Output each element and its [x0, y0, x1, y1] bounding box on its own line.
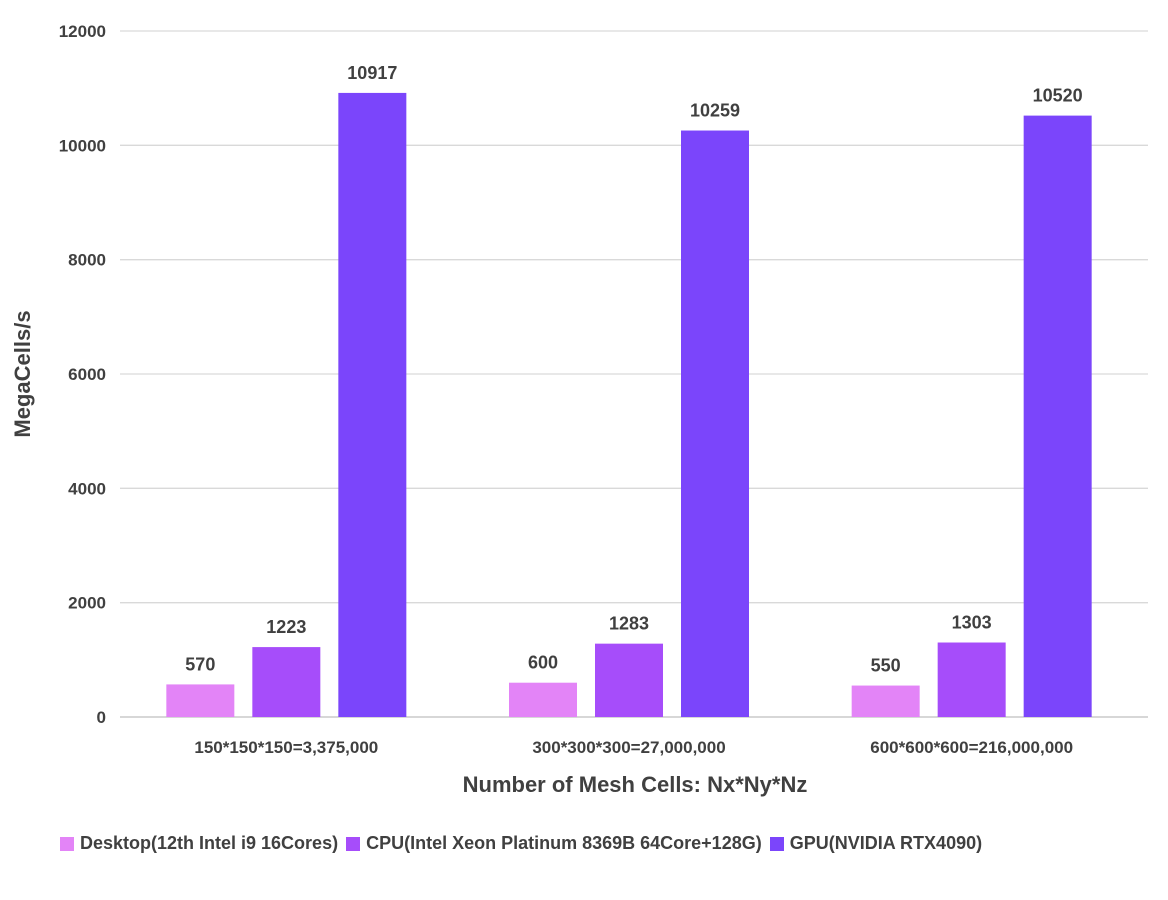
- data-label: 10259: [690, 101, 740, 121]
- gridlines: [120, 30, 1148, 718]
- legend-label-gpu: GPU(NVIDIA RTX4090): [789, 833, 983, 853]
- bar: [252, 647, 321, 717]
- data-label: 10520: [1033, 86, 1083, 106]
- data-label: 550: [871, 656, 901, 676]
- bar: [509, 682, 577, 717]
- legend-label-cpu: CPU(Intel Xeon Platinum 8369B 64Core+128…: [366, 833, 762, 853]
- y-tick-label: 2000: [68, 594, 106, 613]
- legend-label-desktop: Desktop(12th Intel i9 16Cores): [80, 833, 339, 853]
- bar: [595, 643, 663, 717]
- data-label: 10917: [347, 63, 397, 83]
- x-axis-ticks: 150*150*150=3,375,000 300*300*300=27,000,…: [194, 738, 1073, 757]
- data-label: 600: [528, 653, 558, 673]
- legend-item-cpu: CPU(Intel Xeon Platinum 8369B 64Core+128…: [346, 833, 762, 854]
- y-axis-title: MegaCells/s: [10, 310, 35, 437]
- bars: [166, 92, 1092, 717]
- y-tick-label: 0: [97, 708, 106, 727]
- data-labels: 570 1223 10917 600 1283 10259 550 1303 10520: [185, 63, 1082, 676]
- legend: Desktop(12th Intel i9 16Cores) CPU(Intel…: [60, 833, 982, 854]
- data-label: 1283: [609, 614, 649, 634]
- legend-swatch-desktop: [60, 836, 74, 851]
- bar: [1023, 115, 1092, 717]
- bar: [851, 685, 920, 717]
- y-tick-label: 6000: [68, 365, 106, 384]
- y-axis-ticks: 0 2000 4000 6000 8000 10000 12000: [59, 22, 106, 727]
- legend-item-desktop: Desktop(12th Intel i9 16Cores): [60, 833, 338, 854]
- x-tick-label: 300*300*300=27,000,000: [532, 738, 725, 757]
- bar: [338, 92, 407, 717]
- x-tick-label: 150*150*150=3,375,000: [194, 738, 378, 757]
- x-axis-title: Number of Mesh Cells: Nx*Ny*Nz: [463, 772, 808, 797]
- bar: [166, 684, 235, 717]
- data-label: 1303: [952, 613, 992, 633]
- y-tick-label: 8000: [68, 251, 106, 270]
- legend-swatch-gpu: [769, 836, 784, 851]
- y-tick-label: 4000: [68, 479, 106, 498]
- data-label: 570: [185, 654, 215, 674]
- bar: [937, 642, 1006, 717]
- x-tick-label: 600*600*600=216,000,000: [870, 738, 1073, 757]
- data-label: 1223: [266, 617, 306, 637]
- legend-item-gpu: GPU(NVIDIA RTX4090): [769, 833, 983, 854]
- y-tick-label: 12000: [59, 22, 106, 41]
- legend-swatch-cpu: [346, 836, 361, 851]
- bar: [681, 130, 749, 717]
- y-tick-label: 10000: [59, 136, 106, 155]
